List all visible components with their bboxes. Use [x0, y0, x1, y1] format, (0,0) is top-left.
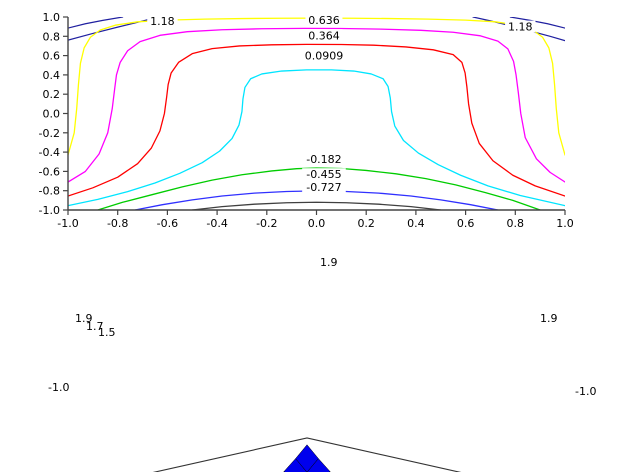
contour-x-tick-label: -0.4: [206, 217, 227, 230]
contour-x-tick-label: -1.0: [57, 217, 78, 230]
contour-level-label: -0.455: [306, 168, 341, 181]
contour-label-bg: [305, 13, 343, 26]
surface-box-top-edges: [152, 437, 462, 472]
contour-label-bg: [305, 29, 343, 42]
contour-x-tick-label: -0.2: [256, 217, 277, 230]
contour-label-bg: [302, 49, 346, 62]
surface-cell: [283, 458, 308, 472]
contour-label-bg: [147, 14, 178, 27]
contour-y-tick-label: -0.2: [39, 127, 60, 140]
contour-level-label: 0.0909: [305, 50, 344, 63]
contour-label-bg: [302, 180, 346, 193]
contour-curve-0: [68, 17, 124, 29]
surface-mesh-group: [283, 444, 331, 472]
contour-level-label: 0.636: [308, 14, 340, 27]
contour-label-bg: [302, 168, 346, 181]
contour-y-tick-label: -1.0: [39, 204, 60, 217]
contour-y-tick-label: 0.8: [43, 30, 61, 43]
contour-level-label: -0.182: [306, 153, 341, 166]
surface-corner-label-4: 1.9: [540, 312, 558, 325]
contour-x-tick-label: 0.2: [357, 217, 375, 230]
contour-level-label: -0.727: [306, 181, 341, 194]
contour-curve-7: [68, 69, 565, 207]
contour-curve-10: [191, 201, 442, 210]
surface-frame-group: [152, 437, 462, 472]
contour-curve-5: [68, 27, 565, 183]
contour-y-tick-label: -0.4: [39, 146, 60, 159]
contour-x-tick-label: 0.6: [457, 217, 475, 230]
contour-x-tick-label: 1.0: [556, 217, 574, 230]
contour-level-label: 0.364: [308, 29, 340, 42]
contour-y-tick-label: -0.8: [39, 185, 60, 198]
contour-x-tick-label: 0.4: [407, 217, 425, 230]
contour-y-tick-label: 0.2: [43, 88, 61, 101]
contour-label-bg: [302, 152, 346, 165]
surface-corner-label-6: -1.0: [575, 385, 596, 398]
contour-level-label: 1.18: [150, 15, 175, 28]
contour-plot-panel: 1.0 0.8 0.6 0.4 0.2 0.0 -0.2 -0.4 -0.6 -0.8 -1.0 -1…: [39, 11, 574, 230]
contour-curve-8: [97, 167, 541, 210]
contour-x-tick-label: -0.8: [107, 217, 128, 230]
contour-y-tick-label: -0.6: [39, 165, 60, 178]
contour-curve-6: [68, 43, 565, 197]
contour-curve-2: [509, 17, 565, 29]
contour-y-tick-label: 0.0: [43, 108, 61, 121]
surface-corner-label-5: -1.0: [48, 381, 69, 394]
contour-x-tick-label: -0.6: [157, 217, 178, 230]
contour-plot-svg: 1.0 0.8 0.6 0.4 0.2 0.0 -0.2 -0.4 -0.6 -0.8 -1.0-1…: [39, 11, 574, 230]
surface-corner-label-0: 1.9: [320, 256, 338, 269]
surface-corner-label-2: 1.7: [86, 320, 104, 333]
surface-plot-svg: -1.0-0.8-0.6-0.4-0.20.00.20.40.60.81.01.…: [48, 256, 596, 472]
surface-plot-panel: -1.0-0.8-0.6-0.4-0.20.00.20.40.60.81.01.…: [0, 236, 618, 472]
contour-x-tick-label: 0.0: [308, 217, 326, 230]
contour-label-bg: [505, 20, 536, 33]
contour-x-tick-label: 0.8: [507, 217, 525, 230]
contour-curve-1: [68, 17, 161, 41]
surface-corner-label-1: 1.9: [75, 312, 93, 325]
contour-level-label: 1.18: [508, 21, 533, 34]
contour-y-tick-label: 0.6: [43, 50, 61, 63]
surface-corner-label-3: 1.5: [98, 326, 116, 339]
contour-y-tick-label: 1.0: [43, 11, 61, 24]
contour-y-tick-label: 0.4: [43, 69, 61, 82]
